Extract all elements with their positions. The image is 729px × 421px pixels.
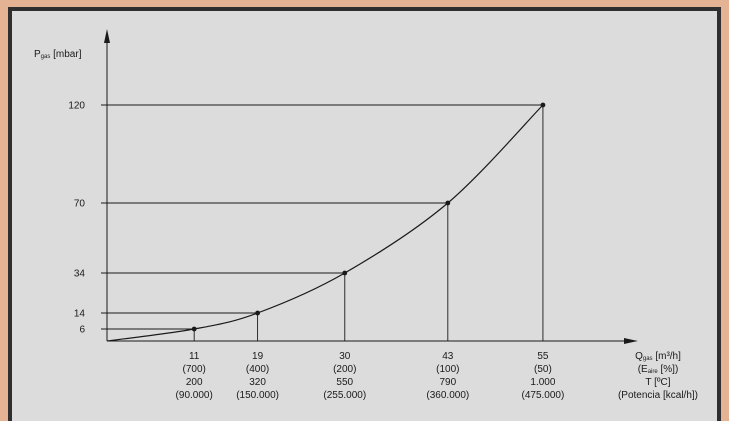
- data-points: [191, 102, 546, 332]
- y-axis-title: Pgas [mbar]: [34, 49, 82, 60]
- x-tick-label: 550: [336, 377, 353, 388]
- x-axis-title-row: Qgas [m³/h]: [635, 351, 681, 362]
- x-tick-label: 19: [252, 351, 264, 362]
- x-tick-labels: 11 (700) 200 (90.000) 19 (400) 320 (150.000) 30 (…: [176, 351, 565, 401]
- x-axis-title-main: T [ºC]: [645, 377, 670, 388]
- data-point: [342, 270, 348, 276]
- x-axis-title-main: (Potencia [kcal/h]): [618, 390, 698, 401]
- y-tick-label: 34: [74, 269, 86, 280]
- x-tick-label: (360.000): [426, 390, 469, 401]
- x-tick-label: 200: [186, 377, 203, 388]
- y-tick-label: 14: [74, 309, 86, 320]
- x-tick-label: 55: [537, 351, 549, 362]
- guide-lines: [107, 104, 544, 341]
- y-tick-label: 120: [68, 101, 85, 112]
- y-tick-labels: 6 14 34 70 120: [68, 101, 107, 336]
- x-tick-label: (400): [246, 364, 269, 375]
- x-tick-label: (100): [436, 364, 459, 375]
- x-axis-title-row: (Potencia [kcal/h]): [618, 390, 698, 401]
- data-point: [540, 102, 546, 108]
- x-tick-label: 1.000: [530, 377, 555, 388]
- x-axis-title-rest: [%]): [658, 364, 679, 375]
- x-axis-title-main: (E: [638, 364, 648, 375]
- x-tick-label: 43: [442, 351, 454, 362]
- x-tick-label: (150.000): [236, 390, 279, 401]
- y-axis-title-unit: [mbar]: [50, 49, 81, 60]
- data-point: [191, 326, 197, 332]
- chart-panel: 6 14 34 70 120 11 (700) 200 (90.000) 19 (400) 320 (…: [8, 7, 721, 421]
- x-axis-title: Qgas [m³/h] (Eaire [%]) T [ºC] (Potencia [k…: [618, 351, 698, 401]
- x-tick-label: (700): [183, 364, 206, 375]
- data-point: [255, 310, 260, 316]
- x-tick-label: 11: [189, 351, 200, 362]
- x-axis-title-sub: aire: [648, 369, 659, 375]
- y-axis-title-sub: gas: [41, 54, 51, 60]
- chart-svg: 6 14 34 70 120 11 (700) 200 (90.000) 19 (400) 320 (…: [34, 29, 698, 401]
- y-axis-arrow: [104, 29, 110, 43]
- x-tick-label: (255.000): [323, 390, 366, 401]
- y-tick-label: 70: [74, 199, 86, 210]
- x-tick-label: 320: [249, 377, 266, 388]
- x-axis-title-sub: gas: [643, 356, 653, 362]
- x-axis-title-rest: [m³/h]: [653, 351, 682, 362]
- data-point: [445, 200, 451, 206]
- x-axis-title-main: Q: [635, 351, 643, 362]
- x-axis-title-row: T [ºC]: [645, 377, 670, 388]
- x-axis-arrow: [624, 338, 638, 344]
- axes: [104, 29, 638, 344]
- x-tick-label: (50): [534, 364, 552, 375]
- x-tick-label: 30: [339, 351, 351, 362]
- x-tick-label: 790: [439, 377, 456, 388]
- x-tick-label: (200): [333, 364, 356, 375]
- x-tick-label: (90.000): [176, 390, 213, 401]
- x-axis-title-row: (Eaire [%]): [638, 364, 679, 375]
- pressure-curve: [106, 104, 544, 342]
- y-tick-label: 6: [79, 325, 85, 336]
- y-axis-title-main: P: [34, 49, 41, 60]
- x-tick-label: (475.000): [522, 390, 565, 401]
